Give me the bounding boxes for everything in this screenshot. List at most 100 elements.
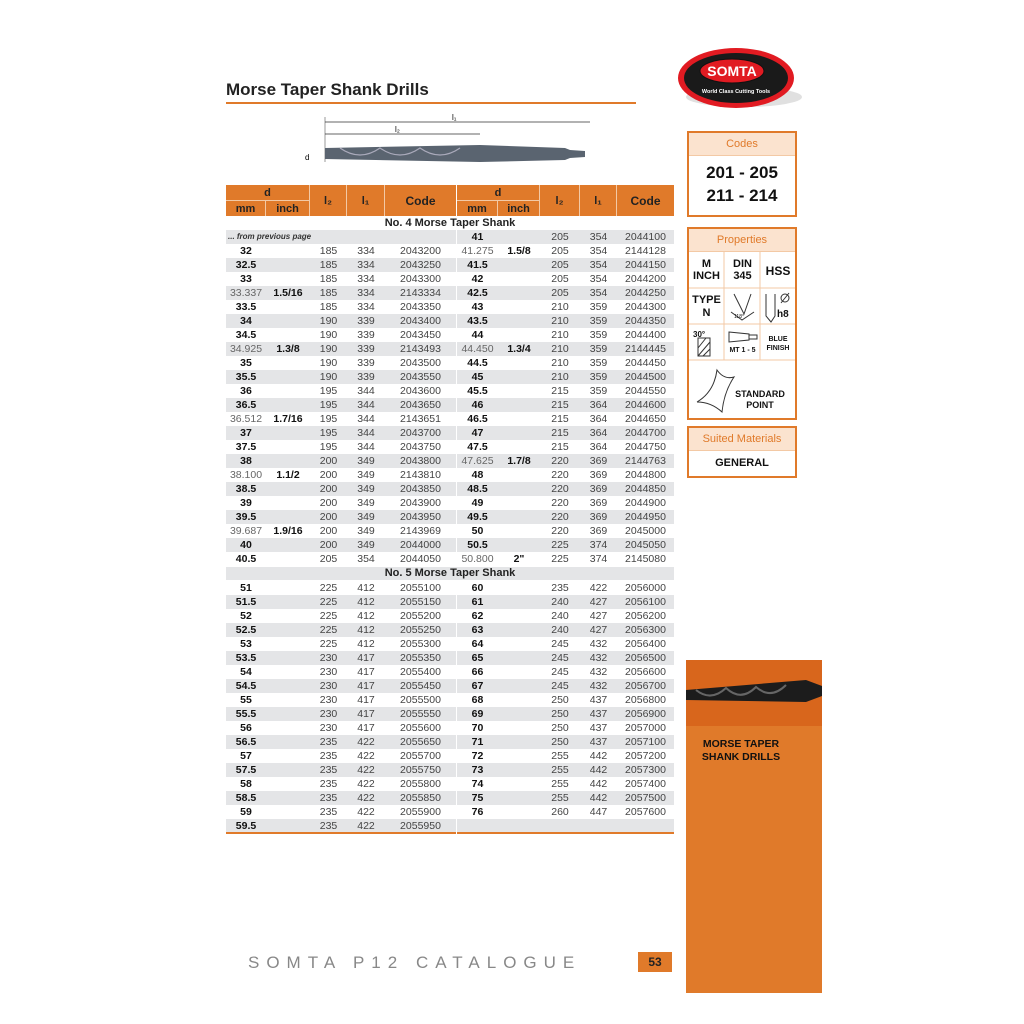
table-row: 54.5 230 417 2055450 [226,679,456,693]
code-value: 2056200 [625,610,666,622]
diameter-inch [498,637,540,651]
table-bottom-rule [226,832,456,834]
l2-value: 255 [551,778,569,790]
prop-inch: INCH [693,270,720,282]
table-row: 40.5 205 354 2044050 [226,552,456,566]
header-code: Code [405,193,436,208]
l1-value: 344 [357,413,375,425]
l2-value: 235 [319,750,338,762]
code-value: 2045050 [625,539,666,551]
diameter-inch [266,721,310,735]
l2-value: 215 [551,385,569,397]
code-value: 2044300 [625,301,666,313]
svg-text:World Class Cutting Tools: World Class Cutting Tools [702,89,770,95]
l1-value: 422 [357,806,375,818]
l1-value: 359 [589,357,608,369]
prop-type: TYPE [692,294,721,306]
table-row: 52.5 225 412 2055250 [226,623,456,637]
code-value: 2056000 [625,582,666,594]
table-row: 57 235 422 2055700 [226,749,456,763]
l2-value: 210 [551,329,569,341]
l2-value: 195 [319,399,338,411]
table-row: 45 210 359 2044500 [457,370,674,384]
code-value: 2056900 [625,708,666,720]
l2-value: 245 [551,680,569,692]
diameter-mm: 74 [471,778,484,790]
prop-point-angle: 118° [734,314,744,320]
l2-value: 230 [319,652,338,664]
table-row: 35 190 339 2043500 [226,356,456,370]
l2-value: 245 [551,652,569,664]
diameter-mm: 43.5 [467,315,488,327]
diameter-mm: 53 [240,638,252,650]
l2-value: 190 [319,357,338,369]
diameter-mm: 38.5 [235,483,257,495]
materials-label: Suited Materials [689,428,795,451]
l1-value: 442 [589,750,608,762]
l1-value: 339 [357,315,375,327]
diameter-mm: 55.5 [235,708,257,720]
l1-value: 417 [357,666,375,678]
l1-value: 422 [357,778,375,790]
table-row: 41 205 354 2044100 [457,230,674,244]
table-row: 52 225 412 2055200 [226,609,456,623]
diameter-inch [498,763,540,777]
l2-value: 210 [551,357,569,369]
header-l2: l₂ [310,185,347,216]
diameter-mm: 41 [471,231,484,243]
l2-value: 190 [319,371,338,383]
table-row: 44.5 210 359 2044450 [457,356,674,370]
l1-value: 427 [589,596,608,608]
table-row: 71 250 437 2057100 [457,735,674,749]
diameter-mm: 49.5 [467,511,488,523]
diameter-inch: 2" [513,553,525,565]
l2-value: 195 [319,413,338,425]
diameter-inch [498,609,540,623]
diameter-inch [266,609,310,623]
diameter-mm: 70 [471,722,484,734]
diameter-mm: 46 [471,399,484,411]
standard-point-icon [696,368,736,414]
diameter-mm: 53.5 [235,652,257,664]
l1-value: 364 [589,399,608,411]
diameter-inch: 1.3/8 [276,343,300,355]
code-value: 2055750 [400,764,441,776]
code-value: 2055600 [400,722,441,734]
l2-value: 255 [551,750,569,762]
l2-value: 215 [551,413,569,425]
code-value: 2056500 [625,652,666,664]
table-row: 50.800 2" 225 374 2145080 [457,552,674,566]
l2-value: 225 [319,610,338,622]
code-value: 2143810 [400,469,441,481]
sidebar-caption-2: SHANK DRILLS [701,751,781,763]
l2-value: 245 [551,638,569,650]
code-value: 2043250 [400,259,441,271]
codes-line-1: 201 - 205 [706,163,778,182]
code-value: 2056700 [625,680,666,692]
page-title: Morse Taper Shank Drills [226,80,429,99]
l2-value: 190 [319,343,338,355]
diameter-inch [498,651,540,665]
diameter-inch [266,370,310,384]
diameter-mm: 52.5 [235,624,257,636]
table-row: 72 255 442 2057200 [457,749,674,763]
drill-dimension-drawing: l₁ l₂ d [305,113,590,162]
code-value: 2044550 [625,385,666,397]
l1-value: 437 [589,708,608,720]
table-row: 50 220 369 2045000 [457,524,674,538]
table-row: 41.5 205 354 2044150 [457,258,674,272]
diameter-mm: 34.925 [229,343,263,355]
table-row: 47 215 364 2044700 [457,426,674,440]
table-row: 38 200 349 2043800 [226,454,456,468]
diameter-mm: 61 [471,596,484,608]
l2-value: 200 [319,511,338,523]
l1-value: 432 [589,680,608,692]
diameter-inch [498,777,540,791]
properties-label: Properties [689,229,795,252]
l1-value: 422 [357,736,375,748]
code-value: 2057500 [625,792,666,804]
diameter-inch: 1.3/4 [507,343,531,355]
l1-value: 339 [357,343,375,355]
diameter-mm: 34.5 [235,329,257,341]
table-row: 43 210 359 2044300 [457,300,674,314]
